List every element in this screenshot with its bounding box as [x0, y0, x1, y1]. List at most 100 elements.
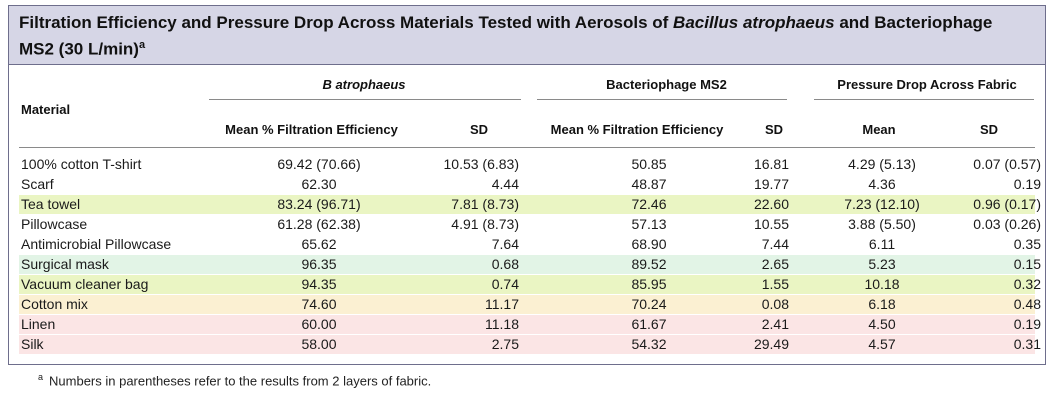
ms2-mean-cell: 68.90	[631, 236, 667, 252]
ms2-mean-cell: 50.85	[631, 156, 667, 172]
header-sd-2: SD	[764, 122, 784, 137]
ba-mean-cell: 96.35	[301, 256, 337, 272]
ba-mean-cell: 58.00	[301, 336, 337, 352]
table-row: Silk 58.00 2.75 54.32 29.49 4.57 0.31	[19, 335, 1041, 354]
ms2-mean-cell: 89.52	[631, 256, 667, 272]
ba-mean-cell: 61.28 (62.38)	[277, 216, 361, 232]
material-cell: Tea towel	[21, 196, 81, 212]
ms2-mean-cell: 54.32	[631, 336, 667, 352]
ba-mean-cell: 65.62	[301, 236, 337, 252]
pd-mean-cell: 4.50	[868, 316, 896, 332]
table-title: Filtration Efficiency and Pressure Drop …	[9, 6, 1045, 65]
ba-sd-cell: 11.17	[485, 296, 519, 312]
material-cell: Vacuum cleaner bag	[21, 276, 149, 292]
pd-sd-cell: 0.07 (0.57)	[973, 156, 1041, 172]
header-mean-fe-2: Mean % Filtration Efficiency	[550, 122, 724, 137]
title-text: Filtration Efficiency and Pressure Drop …	[19, 13, 674, 32]
header-rule-group2	[537, 99, 787, 100]
ba-sd-cell: 7.81 (8.73)	[451, 196, 519, 212]
title-footnote-marker: a	[138, 39, 146, 51]
ms2-sd-cell: 7.44	[761, 236, 789, 252]
header-bottom-rule	[19, 147, 1035, 148]
ba-mean-cell: 83.24 (96.71)	[277, 196, 361, 212]
header-sd-1: SD	[469, 122, 489, 137]
pd-mean-cell: 5.23	[868, 256, 896, 272]
pd-sd-cell: 0.15	[1013, 256, 1041, 272]
ms2-sd-cell: 22.60	[753, 196, 789, 212]
ba-mean-cell: 94.35	[301, 276, 337, 292]
pd-sd-cell: 0.32	[1013, 276, 1041, 292]
title-line-2: MS2 (30 L/min)	[19, 39, 139, 59]
ms2-sd-cell: 2.41	[761, 316, 789, 332]
material-cell: Surgical mask	[21, 256, 109, 272]
header-sd-3: SD	[979, 122, 999, 137]
ba-sd-cell: 11.18	[485, 316, 519, 332]
ba-sd-cell: 4.91 (8.73)	[451, 216, 519, 232]
material-cell: Antimicrobial Pillowcase	[21, 236, 172, 252]
material-cell: Scarf	[21, 176, 54, 192]
header-mean-fe-1: Mean % Filtration Efficiency	[225, 122, 398, 137]
ba-mean-cell: 60.00	[301, 316, 337, 332]
ms2-sd-cell: 1.55	[761, 276, 789, 292]
pd-sd-cell: 0.35	[1013, 236, 1041, 252]
ba-mean-cell: 62.30	[301, 176, 337, 192]
ms2-sd-cell: 19.77	[753, 176, 789, 192]
ms2-mean-cell: 72.46	[631, 196, 667, 212]
header-rule-group1	[209, 99, 521, 100]
ba-sd-cell: 0.68	[491, 256, 519, 272]
footnote-marker: a	[38, 372, 44, 382]
pd-mean-cell: 6.11	[868, 236, 896, 252]
pd-mean-cell: 4.29 (5.13)	[848, 156, 916, 172]
table-footnote: a Numbers in parentheses refer to the res…	[38, 372, 431, 388]
table-row: Pillowcase 61.28 (62.38) 4.91 (8.73) 57.13 1…	[19, 215, 1041, 234]
pd-mean-cell: 7.23 (12.10)	[844, 196, 920, 212]
header-mean-3: Mean	[862, 122, 896, 137]
pd-sd-cell: 0.19	[1013, 176, 1041, 192]
table-frame: Filtration Efficiency and Pressure Drop …	[8, 5, 1046, 365]
ms2-sd-cell: 29.49	[753, 336, 789, 352]
ms2-sd-cell: 16.81	[753, 156, 789, 172]
pd-sd-cell: 0.31	[1013, 336, 1041, 352]
pd-mean-cell: 6.18	[868, 296, 896, 312]
ba-sd-cell: 10.53 (6.83)	[443, 156, 520, 172]
header-group-b-atrophaeus: B atrophaeus	[322, 77, 406, 92]
table-row: Antimicrobial Pillowcase 65.62 7.64 68.90 7.…	[19, 235, 1041, 254]
header-group-ms2: Bacteriophage MS2	[606, 77, 727, 92]
ms2-mean-cell: 48.87	[631, 176, 667, 192]
ba-sd-cell: 2.75	[491, 336, 519, 352]
material-cell: Pillowcase	[21, 216, 88, 232]
pd-mean-cell: 3.88 (5.50)	[848, 216, 916, 232]
pd-sd-cell: 0.96 (0.17)	[973, 196, 1041, 212]
material-cell: Silk	[21, 336, 44, 352]
pd-mean-cell: 4.36	[868, 176, 896, 192]
pd-sd-cell: 0.19	[1013, 316, 1041, 332]
ms2-mean-cell: 70.24	[631, 296, 667, 312]
table-row: Linen 60.00 11.18 61.67 2.41 4.50 0.19	[19, 315, 1041, 334]
material-cell: Linen	[21, 316, 56, 332]
pd-sd-cell: 0.03 (0.26)	[973, 216, 1041, 232]
table-row: Surgical mask 96.35 0.68 89.52 2.65 5.23 0.15	[19, 255, 1041, 274]
table-row: Vacuum cleaner bag 94.35 0.74 85.95 1.55 10.1…	[19, 275, 1041, 294]
ba-mean-cell: 74.60	[301, 296, 337, 312]
title-species: Bacillus atrophaeus	[673, 13, 835, 32]
pd-mean-cell: 4.57	[868, 336, 896, 352]
ms2-sd-cell: 2.65	[761, 256, 789, 272]
ms2-sd-cell: 0.08	[761, 296, 789, 312]
ms2-mean-cell: 61.67	[631, 316, 667, 332]
material-cell: Cotton mix	[21, 296, 88, 312]
ms2-mean-cell: 85.95	[631, 276, 667, 292]
pd-mean-cell: 10.18	[864, 276, 900, 292]
ms2-mean-cell: 57.13	[631, 216, 667, 232]
header-group-pressure-drop: Pressure Drop Across Fabric	[837, 77, 1017, 92]
header-material: Material	[21, 102, 71, 117]
ba-sd-cell: 0.74	[491, 276, 519, 292]
table-row: Tea towel 83.24 (96.71) 7.81 (8.73) 72.46 22…	[19, 195, 1041, 214]
ba-mean-cell: 69.42 (70.66)	[277, 156, 361, 172]
header-rule-group3	[814, 99, 1034, 100]
ba-sd-cell: 4.44	[491, 176, 519, 192]
table-row: Scarf 62.30 4.44 48.87 19.77 4.36 0.19	[19, 175, 1041, 194]
footnote-text: Numbers in parentheses refer to the resu…	[49, 373, 432, 389]
table-row: 100% cotton T-shirt 69.42 (70.66) 10.53 (6…	[19, 155, 1041, 174]
table-row: Cotton mix 74.60 11.17 70.24 0.08 6.18 0.48	[19, 295, 1041, 314]
pd-sd-cell: 0.48	[1013, 296, 1041, 312]
